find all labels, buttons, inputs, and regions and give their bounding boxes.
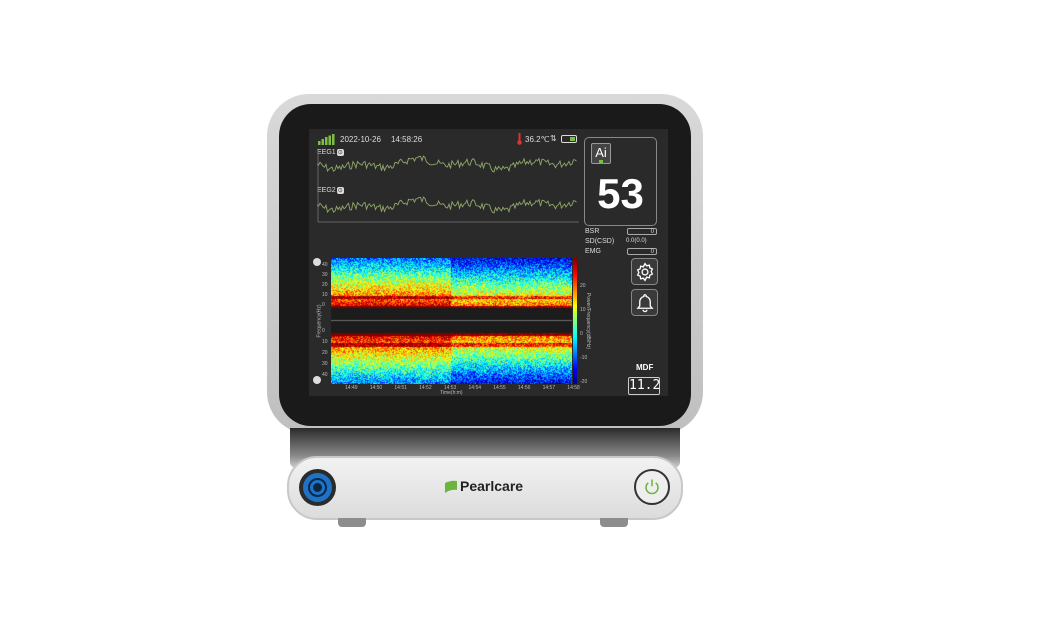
foot-right	[600, 518, 628, 527]
time: 14:58:26	[391, 135, 422, 144]
freq-tick: 30	[322, 361, 328, 367]
bottom-channel-badge[interactable]	[313, 376, 321, 384]
brand-leaf-icon	[445, 480, 457, 493]
freq-tick: 30	[322, 272, 328, 278]
colorbar-label: Power/Frequency(dB/Hz)	[585, 293, 591, 349]
eeg-waveforms	[317, 150, 579, 225]
index-value: 53	[585, 172, 656, 216]
thermometer-icon	[517, 133, 522, 145]
colorbar-tick: 0	[580, 331, 583, 337]
emg-label: EMG	[585, 248, 601, 255]
time-tick: 14:52	[419, 385, 432, 391]
freq-tick: 40	[322, 372, 328, 378]
sdcsd-label: SD(CSD)	[585, 238, 614, 245]
freq-tick: 40	[322, 262, 328, 268]
time-tick: 14:57	[543, 385, 556, 391]
power-icon	[643, 478, 661, 496]
time-tick: 14:49	[345, 385, 358, 391]
colorbar-tick: 20	[580, 283, 586, 289]
temperature: 36.2℃	[525, 135, 550, 144]
settings-button[interactable]	[631, 258, 658, 285]
bsr-label: BSR	[585, 228, 599, 235]
gear-icon	[635, 262, 655, 282]
eeg2-waveform	[317, 197, 577, 213]
brand-name: Pearlcare	[460, 478, 523, 494]
ai-logo: Ai	[591, 143, 611, 164]
freq-tick: 20	[322, 282, 328, 288]
sensor-connector[interactable]	[299, 469, 336, 506]
time-tick: 14:51	[394, 385, 407, 391]
power-button[interactable]	[634, 469, 670, 505]
alarm-button[interactable]	[631, 289, 658, 316]
spectrogram-dsa	[331, 258, 572, 384]
freq-tick: 20	[322, 350, 328, 356]
emg-value: 0	[627, 248, 657, 255]
top-channel-badge[interactable]	[313, 258, 321, 266]
colorbar-tick: -10	[580, 355, 587, 361]
battery-icon	[561, 135, 577, 143]
transfer-arrows-icon: ⇅	[550, 134, 557, 143]
signal-bars-icon	[318, 134, 335, 145]
sdcsd-value: 0.0(0.0)	[626, 238, 647, 244]
x-axis-label: Time(h:m)	[440, 390, 463, 396]
date: 2022-10-26	[340, 135, 381, 144]
colorbar	[573, 258, 577, 384]
mdf-value: 11.2	[628, 377, 660, 395]
index-panel: Ai 53	[584, 137, 657, 226]
time-tick: 14:55	[493, 385, 506, 391]
time-tick: 14:54	[469, 385, 482, 391]
freq-tick: 10	[322, 292, 328, 298]
bsr-value: 0	[627, 228, 657, 235]
freq-tick: 10	[322, 339, 328, 345]
time-tick: 14:50	[370, 385, 383, 391]
y-axis-label: Frequency(Hz)	[317, 304, 323, 337]
bell-icon	[636, 293, 654, 313]
foot-left	[338, 518, 366, 527]
ai-logo-text: Ai	[595, 145, 607, 160]
time-tick: 14:58	[567, 385, 580, 391]
time-tick: 14:56	[518, 385, 531, 391]
colorbar-tick: -20	[580, 379, 587, 385]
brand-logo: Pearlcare	[445, 478, 523, 494]
mdf-label: MDF	[636, 363, 653, 372]
eeg1-waveform	[317, 156, 577, 172]
